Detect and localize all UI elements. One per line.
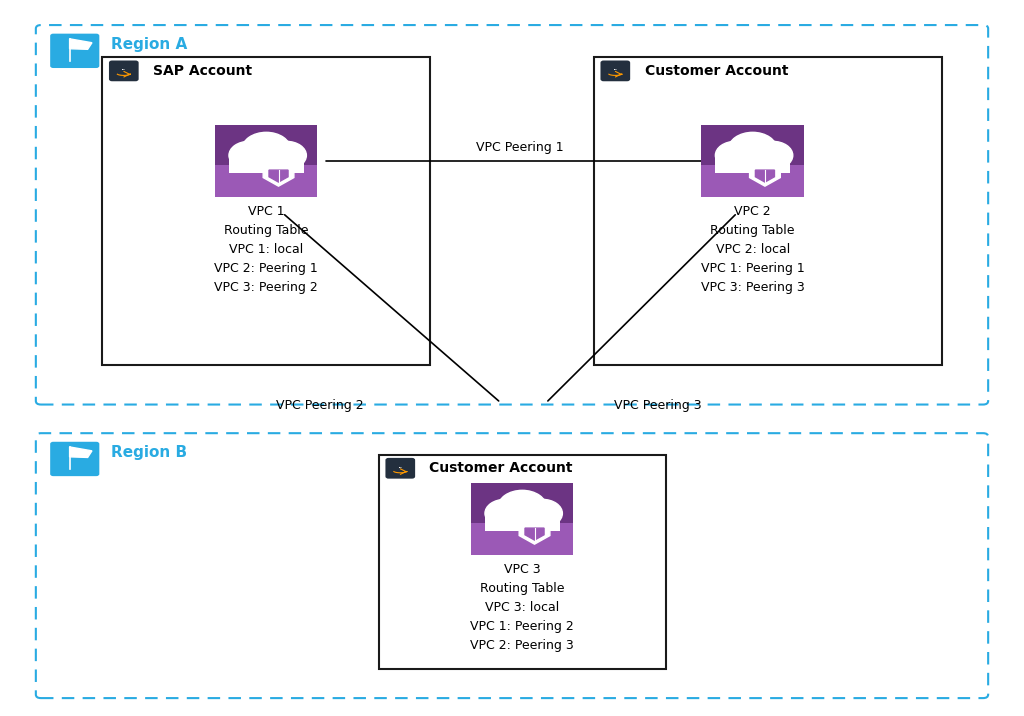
- Polygon shape: [70, 39, 92, 49]
- Circle shape: [242, 132, 291, 166]
- Text: VPC Peering 1: VPC Peering 1: [476, 141, 564, 154]
- Polygon shape: [70, 447, 92, 458]
- Bar: [379, 455, 666, 669]
- FancyBboxPatch shape: [229, 155, 303, 173]
- Circle shape: [522, 499, 562, 528]
- Text: aws: aws: [398, 467, 402, 468]
- FancyBboxPatch shape: [600, 61, 630, 81]
- Bar: [102, 57, 430, 365]
- FancyBboxPatch shape: [701, 125, 804, 165]
- Polygon shape: [519, 525, 550, 544]
- Text: VPC 3
Routing Table
VPC 3: local
VPC 1: Peering 2
VPC 2: Peering 3: VPC 3 Routing Table VPC 3: local VPC 1: …: [470, 563, 574, 652]
- Circle shape: [266, 141, 306, 170]
- FancyBboxPatch shape: [50, 442, 99, 476]
- Polygon shape: [525, 528, 544, 540]
- Circle shape: [258, 147, 292, 171]
- Text: Customer Account: Customer Account: [429, 461, 573, 475]
- FancyBboxPatch shape: [701, 158, 804, 197]
- Circle shape: [753, 141, 793, 170]
- FancyBboxPatch shape: [716, 155, 790, 173]
- Text: aws: aws: [122, 69, 126, 70]
- Text: VPC 1
Routing Table
VPC 1: local
VPC 2: Peering 1
VPC 3: Peering 2: VPC 1 Routing Table VPC 1: local VPC 2: …: [214, 205, 318, 294]
- Circle shape: [498, 490, 547, 524]
- FancyBboxPatch shape: [50, 34, 99, 68]
- Text: Region A: Region A: [111, 37, 186, 52]
- Circle shape: [727, 147, 761, 171]
- FancyBboxPatch shape: [471, 516, 573, 555]
- Circle shape: [241, 147, 274, 171]
- Bar: [594, 57, 942, 365]
- Text: VPC 2
Routing Table
VPC 2: local
VPC 1: Peering 1
VPC 3: Peering 3: VPC 2 Routing Table VPC 2: local VPC 1: …: [700, 205, 805, 294]
- Circle shape: [744, 147, 778, 171]
- Circle shape: [716, 141, 756, 170]
- Circle shape: [514, 505, 548, 529]
- Polygon shape: [263, 167, 294, 186]
- Circle shape: [497, 505, 530, 529]
- Circle shape: [485, 499, 525, 528]
- Text: SAP Account: SAP Account: [153, 64, 252, 78]
- Text: Customer Account: Customer Account: [644, 64, 788, 78]
- FancyBboxPatch shape: [385, 458, 415, 478]
- Polygon shape: [750, 167, 780, 186]
- Circle shape: [728, 132, 777, 166]
- Text: VPC Peering 2: VPC Peering 2: [275, 399, 364, 412]
- Polygon shape: [756, 170, 774, 182]
- Text: VPC Peering 3: VPC Peering 3: [614, 399, 702, 412]
- FancyBboxPatch shape: [471, 483, 573, 523]
- FancyBboxPatch shape: [109, 61, 138, 81]
- FancyBboxPatch shape: [215, 125, 317, 165]
- Polygon shape: [269, 170, 288, 182]
- Text: aws: aws: [613, 69, 617, 70]
- Text: Region B: Region B: [111, 445, 186, 460]
- Circle shape: [229, 141, 269, 170]
- FancyBboxPatch shape: [215, 158, 317, 197]
- FancyBboxPatch shape: [485, 513, 559, 531]
